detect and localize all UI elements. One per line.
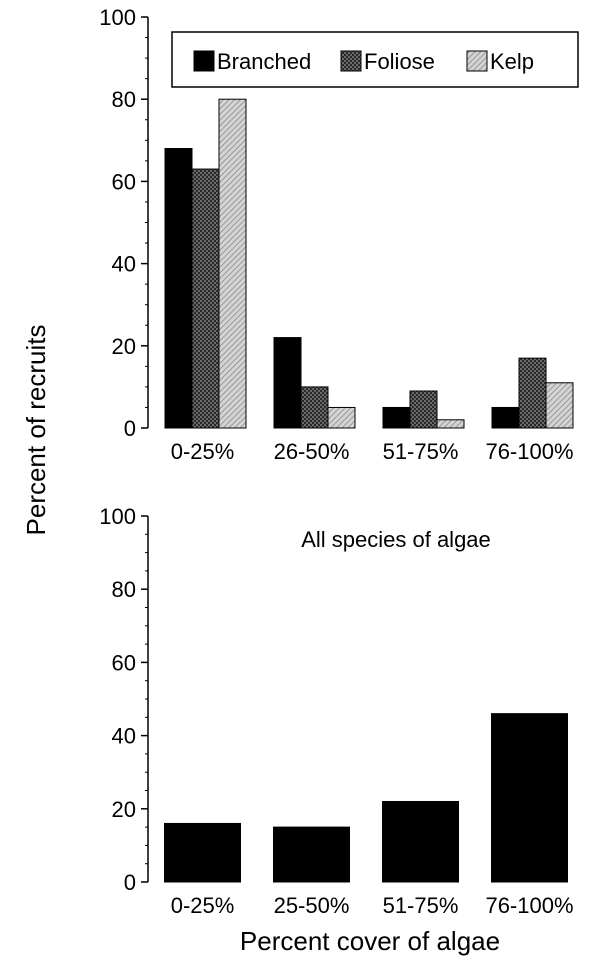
- chart-panel-top: 0 20 40 60 80 100 0-25% 26-50% 51-75% 76-100% Bran…: [99, 5, 579, 464]
- x-tick-label: 26-50%: [274, 439, 350, 464]
- x-tick-label: 0-25%: [171, 893, 235, 918]
- legend: Branched Foliose Kelp: [171, 31, 579, 88]
- bar-foliose-0: [191, 168, 220, 429]
- legend-swatch-foliose: [340, 50, 362, 72]
- bar-kelp-3: [545, 382, 574, 429]
- bar-all-3: [491, 713, 568, 883]
- y-tick-label: 20: [112, 334, 136, 359]
- y-tick-label: 80: [112, 577, 136, 602]
- bar-kelp-2: [436, 419, 465, 429]
- bar-foliose-2: [409, 390, 438, 429]
- x-axis-label: Percent cover of algae: [240, 926, 500, 956]
- legend-swatch-branched: [193, 50, 215, 72]
- legend-label-kelp: Kelp: [490, 49, 534, 74]
- bar-foliose-3: [518, 357, 547, 429]
- x-tick-label: 0-25%: [171, 439, 235, 464]
- chart-title: All species of algae: [301, 527, 491, 552]
- chart-panel-bottom: 0 20 40 60 80 100 0-25% 25-50% 51-75% 76-100% All …: [99, 504, 573, 918]
- bar-branched-2: [382, 406, 411, 429]
- bar-kelp-1: [327, 406, 356, 429]
- y-tick-label: 100: [99, 504, 136, 529]
- bar-branched-0: [164, 148, 193, 429]
- bar-all-2: [382, 800, 459, 883]
- legend-label-foliose: Foliose: [364, 49, 435, 74]
- bar-branched-1: [273, 337, 302, 429]
- y-tick-label: 60: [112, 650, 136, 675]
- bar-foliose-1: [300, 386, 329, 429]
- x-tick-label: 51-75%: [383, 439, 459, 464]
- y-axis-label: Percent of recruits: [21, 325, 51, 536]
- bar-all-0: [164, 822, 241, 883]
- x-tick-label: 76-100%: [485, 893, 573, 918]
- bar-kelp-0: [218, 98, 247, 429]
- y-tick-label: 80: [112, 87, 136, 112]
- bar-branched-3: [491, 406, 520, 429]
- y-tick-label: 20: [112, 797, 136, 822]
- y-tick-label: 40: [112, 252, 136, 277]
- legend-box: [171, 31, 579, 88]
- y-tick-label: 0: [124, 416, 136, 441]
- y-tick-label: 40: [112, 724, 136, 749]
- x-tick-label: 76-100%: [485, 439, 573, 464]
- y-tick-label: 60: [112, 169, 136, 194]
- bar-all-1: [273, 826, 350, 883]
- y-tick-label: 0: [124, 870, 136, 895]
- legend-swatch-kelp: [466, 50, 488, 72]
- x-tick-label: 25-50%: [274, 893, 350, 918]
- y-tick-label: 100: [99, 5, 136, 30]
- x-tick-label: 51-75%: [383, 893, 459, 918]
- legend-label-branched: Branched: [217, 49, 311, 74]
